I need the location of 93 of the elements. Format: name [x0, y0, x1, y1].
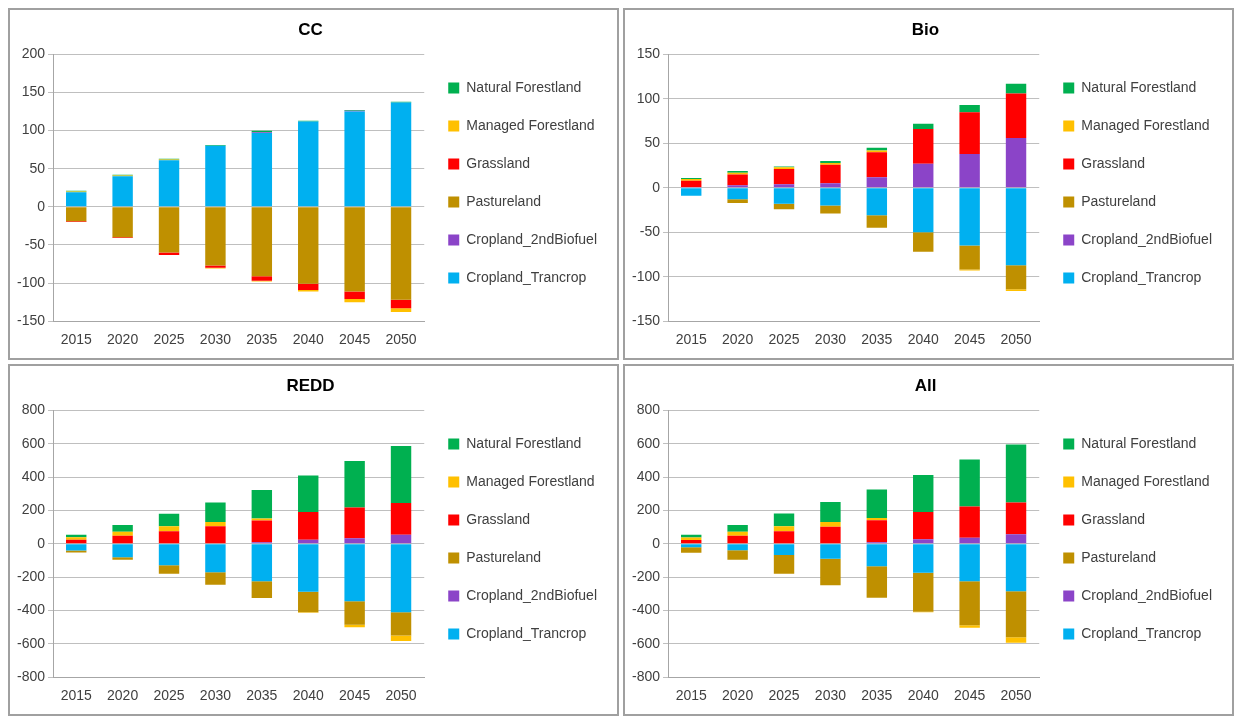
y-tick-label: -600	[631, 634, 661, 651]
legend-label: Grassland	[1081, 154, 1146, 171]
legend-label: Managed Forestland	[1081, 472, 1210, 489]
x-tick-label: 2045	[339, 687, 371, 704]
legend-label: Cropland_2ndBiofuel	[466, 586, 597, 603]
y-tick-label: -50	[24, 235, 46, 252]
x-tick-label: 2050	[385, 331, 417, 348]
legend-label: Grassland	[466, 510, 531, 527]
x-tick-label: 2025	[153, 687, 185, 704]
x-tick-label: 2050	[1000, 331, 1032, 348]
x-tick-label: 2040	[292, 331, 325, 348]
x-tick-label: 2045	[339, 331, 371, 348]
y-tick-label: 50	[644, 134, 661, 151]
y-tick-label: 600	[636, 434, 661, 451]
chart-title: CC	[298, 19, 323, 39]
legend-label: Natural Forestland	[466, 434, 582, 451]
y-tick-label: 50	[29, 159, 46, 176]
legend-label: Managed Forestland	[466, 472, 595, 489]
y-tick-label: -400	[631, 601, 661, 618]
y-tick-label: 0	[37, 534, 46, 551]
legend-label: Natural Forestland	[1081, 78, 1197, 95]
legend-label: Cropland_2ndBiofuel	[466, 230, 597, 247]
legend-label: Cropland_2ndBiofuel	[1081, 230, 1212, 247]
x-tick-label: 2035	[861, 331, 893, 348]
y-tick-label: 200	[636, 501, 661, 518]
y-tick-label: -50	[639, 223, 661, 240]
x-tick-label: 2040	[292, 687, 325, 704]
y-tick-label: 100	[636, 89, 661, 106]
x-tick-label: 2030	[199, 687, 232, 704]
legend-label: Managed Forestland	[466, 116, 595, 133]
y-tick-label: 800	[21, 401, 46, 418]
y-tick-label: 600	[21, 434, 46, 451]
chart-title: REDD	[286, 375, 335, 395]
x-tick-label: 2050	[1000, 687, 1032, 704]
x-tick-label: 2020	[722, 331, 754, 348]
legend-label: Cropland_Trancrop	[466, 268, 587, 285]
legend-label: Pastureland	[466, 548, 541, 565]
x-tick-label: 2025	[768, 687, 800, 704]
x-tick-label: 2030	[814, 687, 847, 704]
y-tick-label: -400	[16, 601, 46, 618]
x-tick-label: 2020	[107, 687, 139, 704]
y-tick-label: -200	[631, 568, 661, 585]
y-tick-label: -600	[16, 634, 46, 651]
y-tick-label: 200	[21, 501, 46, 518]
x-tick-label: 2015	[675, 331, 707, 348]
legend-label: Pastureland	[1081, 548, 1156, 565]
legend-label: Pastureland	[466, 192, 541, 209]
x-tick-label: 2030	[199, 331, 232, 348]
y-tick-label: 400	[21, 467, 46, 484]
x-tick-label: 2035	[246, 331, 278, 348]
legend-label: Cropland_Trancrop	[466, 624, 587, 641]
y-tick-label: -100	[631, 267, 661, 284]
legend-label: Managed Forestland	[1081, 116, 1210, 133]
x-tick-label: 2015	[675, 687, 707, 704]
y-tick-label: -800	[16, 668, 46, 685]
y-tick-label: 0	[652, 178, 661, 195]
x-tick-label: 2020	[107, 331, 139, 348]
y-tick-label: 0	[37, 197, 46, 214]
legend-label: Pastureland	[1081, 192, 1156, 209]
x-tick-label: 2035	[861, 687, 893, 704]
chart-title: Bio	[911, 19, 940, 39]
y-tick-label: 200	[21, 45, 46, 62]
y-tick-label: -100	[16, 273, 46, 290]
x-tick-label: 2040	[907, 687, 940, 704]
y-tick-label: -150	[631, 312, 661, 329]
x-tick-label: 2035	[246, 687, 278, 704]
legend-label: Natural Forestland	[466, 78, 582, 95]
y-tick-label: 400	[636, 467, 661, 484]
x-tick-label: 2015	[60, 331, 92, 348]
chart-title: All	[914, 375, 937, 395]
y-tick-label: -800	[631, 668, 661, 685]
x-tick-label: 2020	[722, 687, 754, 704]
y-tick-label: 150	[21, 83, 46, 100]
legend-label: Cropland_Trancrop	[1081, 624, 1202, 641]
y-tick-label: 150	[636, 45, 661, 62]
x-tick-label: 2040	[907, 331, 940, 348]
x-tick-label: 2015	[60, 687, 92, 704]
x-tick-label: 2030	[814, 331, 847, 348]
x-tick-label: 2025	[153, 331, 185, 348]
x-tick-label: 2050	[385, 687, 417, 704]
y-tick-label: 0	[652, 534, 661, 551]
legend-label: Cropland_Trancrop	[1081, 268, 1202, 285]
y-tick-label: -150	[16, 312, 46, 329]
x-tick-label: 2045	[954, 331, 986, 348]
y-tick-label: 100	[21, 121, 46, 138]
y-tick-label: 800	[636, 401, 661, 418]
legend-label: Natural Forestland	[1081, 434, 1197, 451]
y-tick-label: -200	[16, 568, 46, 585]
legend-label: Cropland_2ndBiofuel	[1081, 586, 1212, 603]
legend-label: Grassland	[1081, 510, 1146, 527]
legend-label: Grassland	[466, 154, 531, 171]
x-tick-label: 2045	[954, 687, 986, 704]
x-tick-label: 2025	[768, 331, 800, 348]
